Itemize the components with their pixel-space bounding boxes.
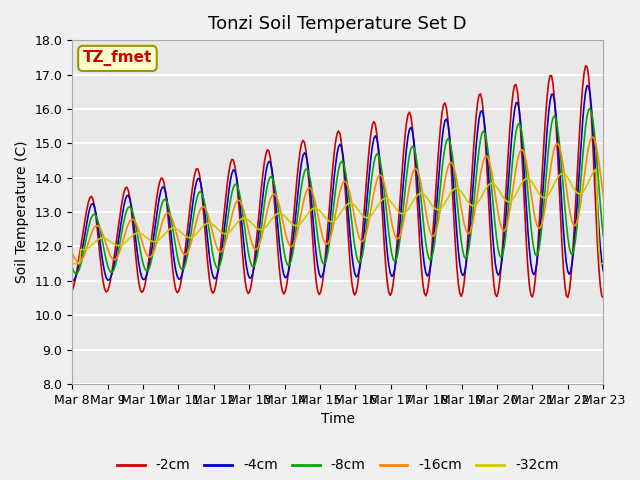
Line: -16cm: -16cm — [72, 137, 604, 263]
-32cm — [68, 261, 76, 266]
Line: -4cm: -4cm — [72, 85, 604, 281]
-16cm — [68, 250, 76, 255]
-32cm — [592, 167, 600, 172]
-2cm — [301, 140, 308, 145]
-8cm — [246, 256, 253, 262]
-32cm — [301, 216, 308, 221]
-32cm — [244, 217, 252, 223]
-16cm — [74, 260, 82, 265]
-32cm — [227, 228, 234, 234]
X-axis label: Time: Time — [321, 412, 355, 426]
-32cm — [253, 226, 261, 231]
-8cm — [73, 271, 81, 276]
-8cm — [572, 239, 579, 245]
-2cm — [244, 291, 252, 297]
-16cm — [228, 213, 236, 218]
-4cm — [301, 150, 308, 156]
-8cm — [255, 245, 262, 251]
-2cm — [582, 63, 589, 69]
Line: -2cm: -2cm — [72, 66, 604, 298]
Line: -8cm: -8cm — [72, 108, 604, 274]
-8cm — [228, 190, 236, 195]
-4cm — [68, 278, 76, 284]
-16cm — [246, 233, 253, 239]
-2cm — [133, 268, 141, 274]
-8cm — [302, 166, 310, 172]
-16cm — [255, 243, 262, 249]
-2cm — [253, 230, 261, 236]
-16cm — [600, 192, 607, 198]
-4cm — [600, 268, 607, 274]
-4cm — [570, 246, 577, 252]
-16cm — [302, 190, 310, 195]
-2cm — [68, 288, 76, 293]
-4cm — [133, 249, 141, 255]
-16cm — [589, 134, 596, 140]
Legend: -2cm, -4cm, -8cm, -16cm, -32cm: -2cm, -4cm, -8cm, -16cm, -32cm — [111, 453, 564, 478]
-8cm — [135, 239, 143, 245]
-4cm — [244, 272, 252, 278]
-16cm — [572, 223, 579, 228]
-16cm — [135, 228, 143, 233]
-2cm — [227, 160, 234, 166]
-4cm — [253, 245, 261, 251]
-32cm — [570, 186, 577, 192]
-8cm — [586, 106, 594, 111]
-4cm — [583, 83, 591, 88]
Text: TZ_fmet: TZ_fmet — [83, 50, 152, 66]
-2cm — [570, 234, 577, 240]
-32cm — [600, 261, 607, 266]
Y-axis label: Soil Temperature (C): Soil Temperature (C) — [15, 141, 29, 283]
-8cm — [68, 264, 76, 270]
-2cm — [600, 295, 607, 300]
Line: -32cm: -32cm — [72, 169, 604, 264]
-4cm — [227, 177, 234, 183]
-8cm — [600, 233, 607, 239]
-32cm — [133, 230, 141, 236]
Title: Tonzi Soil Temperature Set D: Tonzi Soil Temperature Set D — [209, 15, 467, 33]
